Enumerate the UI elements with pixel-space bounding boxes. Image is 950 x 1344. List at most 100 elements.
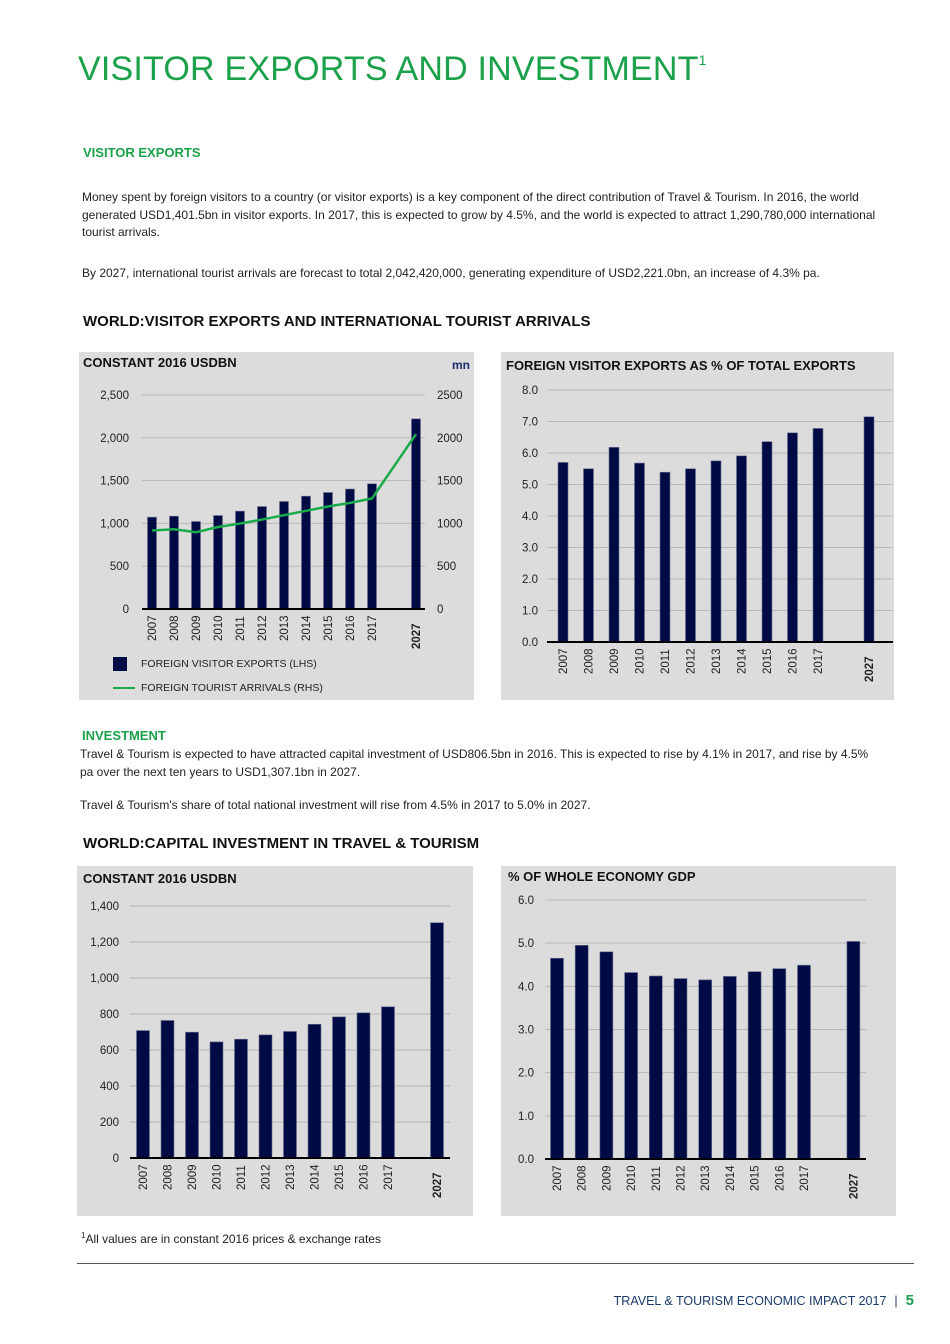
- bar-2009: [185, 1031, 199, 1159]
- x-tick-label: 2010: [626, 1165, 638, 1191]
- bar-2012: [685, 468, 696, 643]
- x-tick-label: 2027: [864, 656, 876, 682]
- investment-chart-title: WORLD:CAPITAL INVESTMENT IN TRAVEL & TOU…: [83, 835, 480, 852]
- bar-2014: [307, 1023, 322, 1159]
- y-tick-label: 6.0: [522, 448, 538, 460]
- x-tick-label: 2015: [750, 1165, 762, 1191]
- x-tick-label: 2012: [261, 1164, 273, 1190]
- y-tick-label: 5.0: [522, 480, 538, 492]
- x-tick-label: 2009: [191, 615, 203, 641]
- bar-2017: [381, 1006, 395, 1159]
- x-tick-label: 2017: [813, 648, 825, 674]
- bar-2014: [736, 455, 747, 643]
- bar-2011: [649, 975, 663, 1160]
- chart-subtitle: CONSTANT 2016 USDBN: [83, 355, 237, 370]
- y-tick-label: 2.0: [522, 574, 538, 586]
- x-tick-label: 2011: [236, 1165, 248, 1190]
- y-tick-label: 800: [100, 1009, 119, 1021]
- bar-2013: [279, 501, 289, 610]
- y-tick-label: 0.0: [518, 1154, 534, 1166]
- y-tick-label: 5.0: [518, 938, 534, 950]
- y-tick-label: 600: [100, 1045, 119, 1057]
- chart-svg: 0 500 1,000 1,500 2,000 2,500 0 500 1000 1500 2000…: [100, 390, 463, 649]
- x-tick-label: 2011: [660, 649, 672, 674]
- y-tick-label: 0: [123, 604, 129, 616]
- y-tick-label: 1.0: [522, 606, 538, 618]
- y2-tick-label: 500: [437, 561, 456, 573]
- chart-subtitle: % OF WHOLE ECONOMY GDP: [508, 869, 696, 884]
- x-tick-label: 2027: [411, 623, 423, 649]
- x-tick-label: 2007: [147, 615, 159, 641]
- investment-gdp-share-chart-panel: % OF WHOLE ECONOMY GDP 0.0 1.0 2.0 3.0 4.0 5.…: [501, 866, 896, 1216]
- title-footnote-mark: 1: [698, 52, 707, 68]
- x-tick-label: 2015: [323, 615, 335, 641]
- visitor-exports-chart-title: WORLD:VISITOR EXPORTS AND INTERNATIONAL …: [83, 313, 591, 330]
- x-tick-label: 2012: [686, 648, 698, 674]
- bar-2016: [787, 432, 798, 643]
- y-tick-label: 400: [100, 1081, 119, 1093]
- visitor-exports-chart-panel: CONSTANT 2016 USDBN mn FOREIGN VISITOR E…: [79, 352, 474, 700]
- x-tick-label: 2008: [577, 1165, 589, 1191]
- y-tick-label: 4.0: [522, 511, 538, 523]
- y-tick-label: 1,400: [90, 901, 119, 913]
- bar-2014: [301, 495, 311, 610]
- bar-2011: [659, 471, 671, 643]
- bar-2017: [812, 428, 824, 643]
- y-tick-label: 8.0: [522, 385, 538, 397]
- y-tick-label: 1,000: [90, 973, 119, 985]
- x-tick-label: 2027: [848, 1173, 860, 1199]
- x-tick-label: 2010: [213, 615, 225, 641]
- x-tick-label: 2008: [169, 615, 181, 641]
- y-tick-label: 3.0: [518, 1025, 534, 1037]
- line-series-tourist-arrivals: [151, 433, 418, 534]
- x-tick-label: 2012: [257, 615, 269, 641]
- bar-2011: [235, 510, 245, 610]
- bar-2009: [599, 951, 614, 1160]
- bar-2007: [136, 1030, 150, 1159]
- y-tick-label: 7.0: [522, 417, 538, 429]
- x-tick-label: 2027: [432, 1172, 444, 1198]
- bar-2008: [574, 945, 589, 1160]
- x-tick-label: 2013: [700, 1165, 712, 1191]
- x-tick-label: 2011: [651, 1166, 663, 1191]
- y-tick-label: 1,200: [90, 937, 119, 949]
- export-share-chart-panel: FOREIGN VISITOR EXPORTS AS % OF TOTAL EX…: [501, 352, 894, 700]
- bar-2015: [747, 971, 762, 1160]
- bar-2027: [846, 941, 861, 1160]
- x-tick-label: 2016: [788, 648, 800, 674]
- x-tick-label: 2014: [310, 1164, 322, 1190]
- bar-2016: [356, 1012, 371, 1159]
- bar-2015: [323, 492, 333, 610]
- y-tick-label: 2,000: [100, 433, 129, 445]
- y-tick-label: 1,500: [100, 476, 129, 488]
- y2-tick-label: 1500: [437, 476, 463, 488]
- chart-svg: 0.0 1.0 2.0 3.0 4.0 5.0 6.0 2007 2008 2009 2010 201…: [518, 895, 866, 1199]
- x-tick-label: 2013: [285, 1164, 297, 1190]
- x-tick-label: 2014: [725, 1165, 737, 1191]
- legend-item-line: FOREIGN TOURIST ARRIVALS (RHS): [113, 682, 323, 694]
- footer-divider: [77, 1263, 914, 1264]
- y-tick-label: 0: [113, 1153, 119, 1165]
- page-title: VISITOR EXPORTS AND INVESTMENT1: [78, 50, 707, 88]
- bar-2017: [367, 483, 377, 610]
- bar-2009: [191, 521, 201, 610]
- x-tick-label: 2008: [163, 1164, 175, 1190]
- bar-2010: [209, 1041, 224, 1159]
- y-tick-label: 2,500: [100, 390, 129, 402]
- bar-2010: [634, 462, 645, 643]
- x-tick-label: 2011: [235, 616, 247, 641]
- bar-2017: [797, 964, 811, 1160]
- visitor-exports-heading: VISITOR EXPORTS: [83, 145, 201, 160]
- bar-2011: [234, 1038, 248, 1159]
- x-tick-label: 2014: [301, 615, 313, 641]
- bar-2010: [624, 972, 638, 1160]
- y-tick-label: 1.0: [518, 1111, 534, 1123]
- y-tick-label: 6.0: [518, 895, 534, 907]
- bar-2012: [673, 978, 688, 1160]
- x-tick-label: 2016: [345, 615, 357, 641]
- x-tick-label: 2009: [187, 1164, 199, 1190]
- bar-2009: [608, 447, 620, 643]
- x-tick-label: 2007: [558, 648, 570, 674]
- footnote-text: All values are in constant 2016 prices &…: [85, 1232, 381, 1246]
- bar-2008: [583, 468, 594, 643]
